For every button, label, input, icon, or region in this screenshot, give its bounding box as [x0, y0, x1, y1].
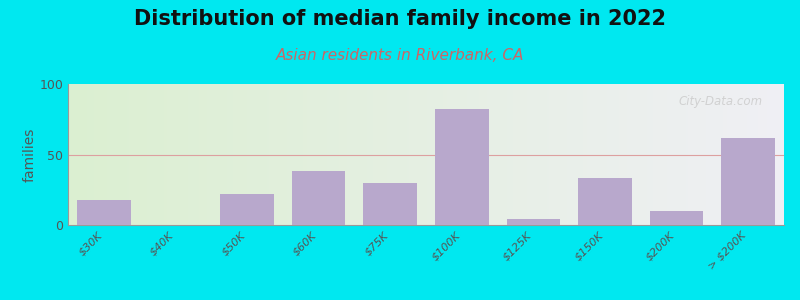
Bar: [650, 211, 703, 225]
Bar: [578, 178, 632, 225]
Bar: [722, 138, 775, 225]
Bar: [506, 219, 560, 225]
Bar: [77, 200, 130, 225]
Bar: [363, 183, 417, 225]
Text: Asian residents in Riverbank, CA: Asian residents in Riverbank, CA: [276, 48, 524, 63]
Y-axis label: families: families: [22, 127, 37, 182]
Bar: [220, 194, 274, 225]
Bar: [292, 171, 346, 225]
Bar: [435, 110, 489, 225]
Text: Distribution of median family income in 2022: Distribution of median family income in …: [134, 9, 666, 29]
Text: City-Data.com: City-Data.com: [678, 95, 762, 108]
